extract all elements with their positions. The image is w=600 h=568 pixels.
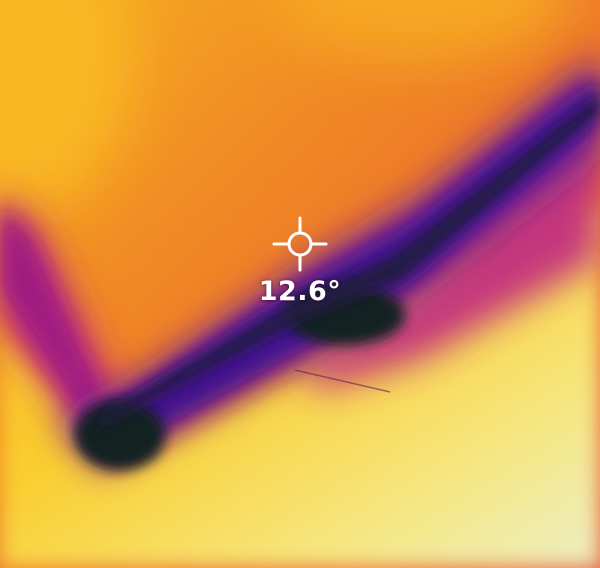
crosshair-icon [272, 216, 328, 272]
spot-temperature-readout: 12.6° [258, 276, 342, 307]
